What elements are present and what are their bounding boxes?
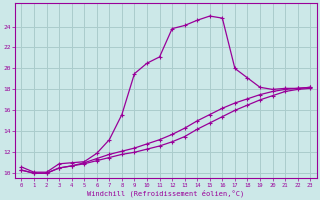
X-axis label: Windchill (Refroidissement éolien,°C): Windchill (Refroidissement éolien,°C) — [87, 189, 244, 197]
